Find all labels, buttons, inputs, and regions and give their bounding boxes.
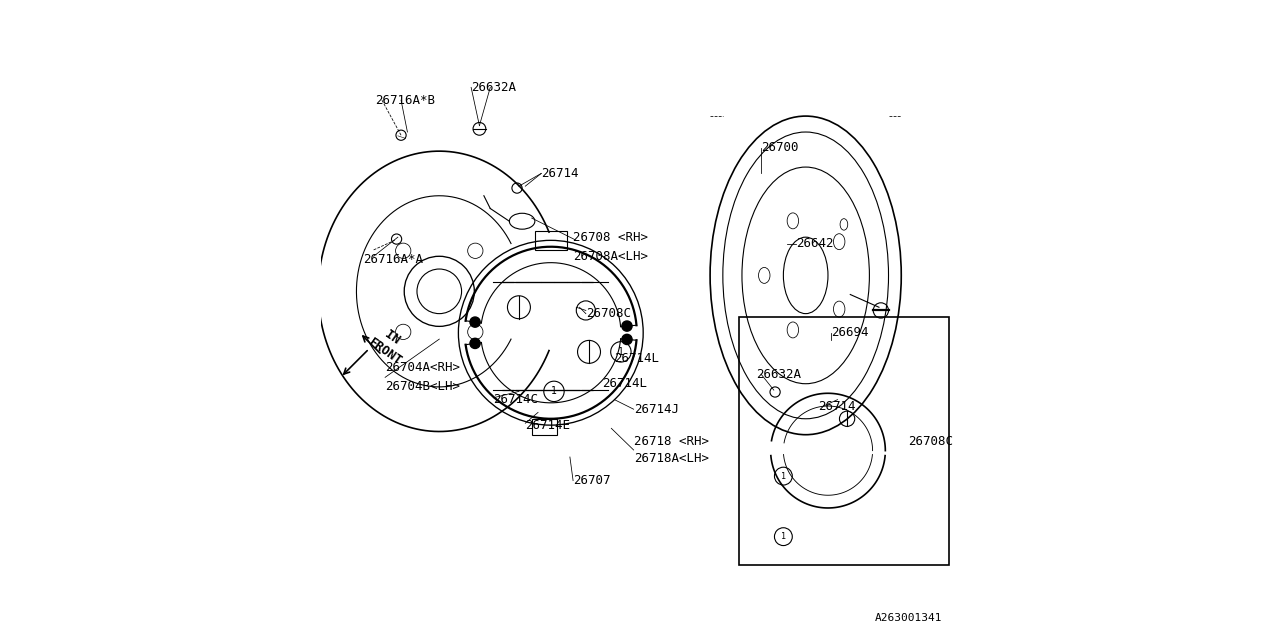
Text: 26714L: 26714L — [614, 352, 659, 365]
Circle shape — [470, 317, 480, 327]
Text: IN: IN — [381, 327, 402, 347]
Text: 26708C: 26708C — [586, 307, 631, 320]
Text: 26714E: 26714E — [525, 419, 571, 431]
Circle shape — [470, 339, 480, 349]
Text: 26708C: 26708C — [908, 435, 952, 447]
Text: 26714L: 26714L — [602, 377, 646, 390]
Text: 26714J: 26714J — [634, 403, 678, 416]
Text: 26708 <RH>: 26708 <RH> — [573, 230, 648, 244]
Bar — [739, 317, 948, 565]
Bar — [531, 419, 557, 435]
Text: 26694: 26694 — [831, 326, 869, 339]
Text: 26718A<LH>: 26718A<LH> — [634, 452, 709, 465]
Circle shape — [622, 321, 632, 331]
Text: 1: 1 — [781, 472, 786, 481]
Text: 26700: 26700 — [762, 141, 799, 154]
Text: 26714: 26714 — [541, 167, 579, 180]
Text: 26716A*B: 26716A*B — [375, 93, 435, 107]
Text: 26632A: 26632A — [756, 367, 801, 381]
Text: 1: 1 — [781, 532, 786, 541]
Text: 26707: 26707 — [573, 474, 611, 487]
Text: 26708A<LH>: 26708A<LH> — [573, 250, 648, 263]
Text: A263001341: A263001341 — [876, 612, 942, 623]
Text: 26714: 26714 — [818, 399, 856, 413]
Text: 26714C: 26714C — [493, 393, 539, 406]
Bar — [535, 231, 567, 250]
Text: 26718 <RH>: 26718 <RH> — [634, 435, 709, 447]
Text: 1: 1 — [618, 347, 623, 357]
Text: 26716A*A: 26716A*A — [362, 253, 422, 266]
Text: 1: 1 — [550, 387, 557, 396]
Circle shape — [622, 334, 632, 344]
Text: 26704B<LH>: 26704B<LH> — [385, 380, 460, 394]
Text: FRONT: FRONT — [366, 335, 404, 367]
Text: 26632A: 26632A — [471, 81, 516, 94]
Text: 26704A<RH>: 26704A<RH> — [385, 362, 460, 374]
Text: 26642: 26642 — [796, 237, 833, 250]
